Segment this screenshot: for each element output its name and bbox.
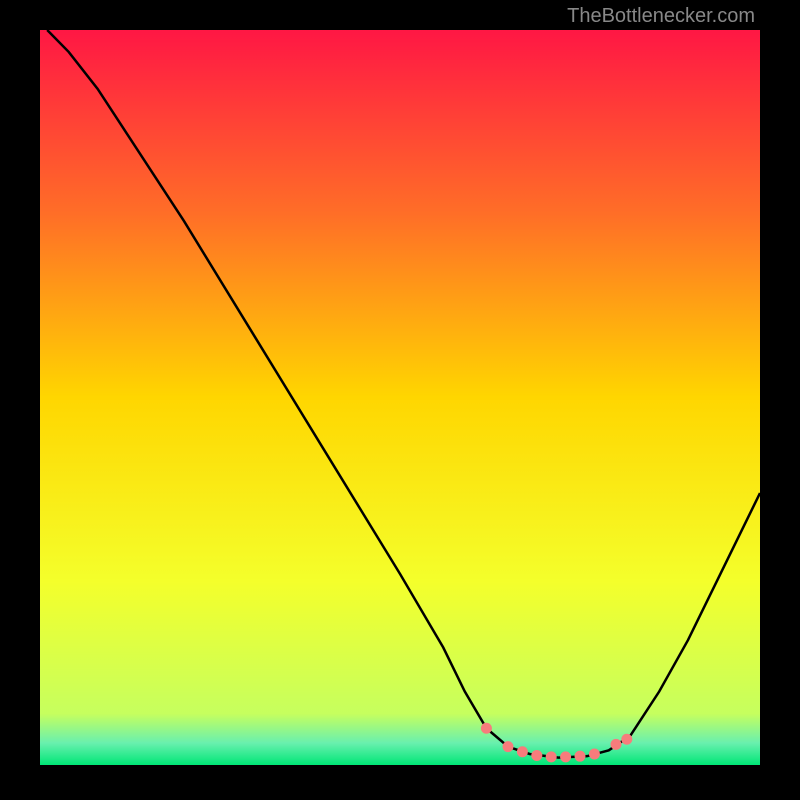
marker-dot [546, 752, 556, 762]
plot-area [40, 30, 760, 765]
marker-dot [611, 739, 621, 749]
marker-dot [517, 747, 527, 757]
curve-layer [40, 30, 760, 765]
marker-dot [589, 749, 599, 759]
marker-dot [622, 734, 632, 744]
marker-dot [481, 723, 491, 733]
watermark-text: TheBottlenecker.com [567, 5, 755, 28]
marker-dot [561, 752, 571, 762]
marker-dot [532, 750, 542, 760]
marker-dot [575, 751, 585, 761]
marker-dot [503, 742, 513, 752]
bottleneck-curve [47, 30, 760, 758]
